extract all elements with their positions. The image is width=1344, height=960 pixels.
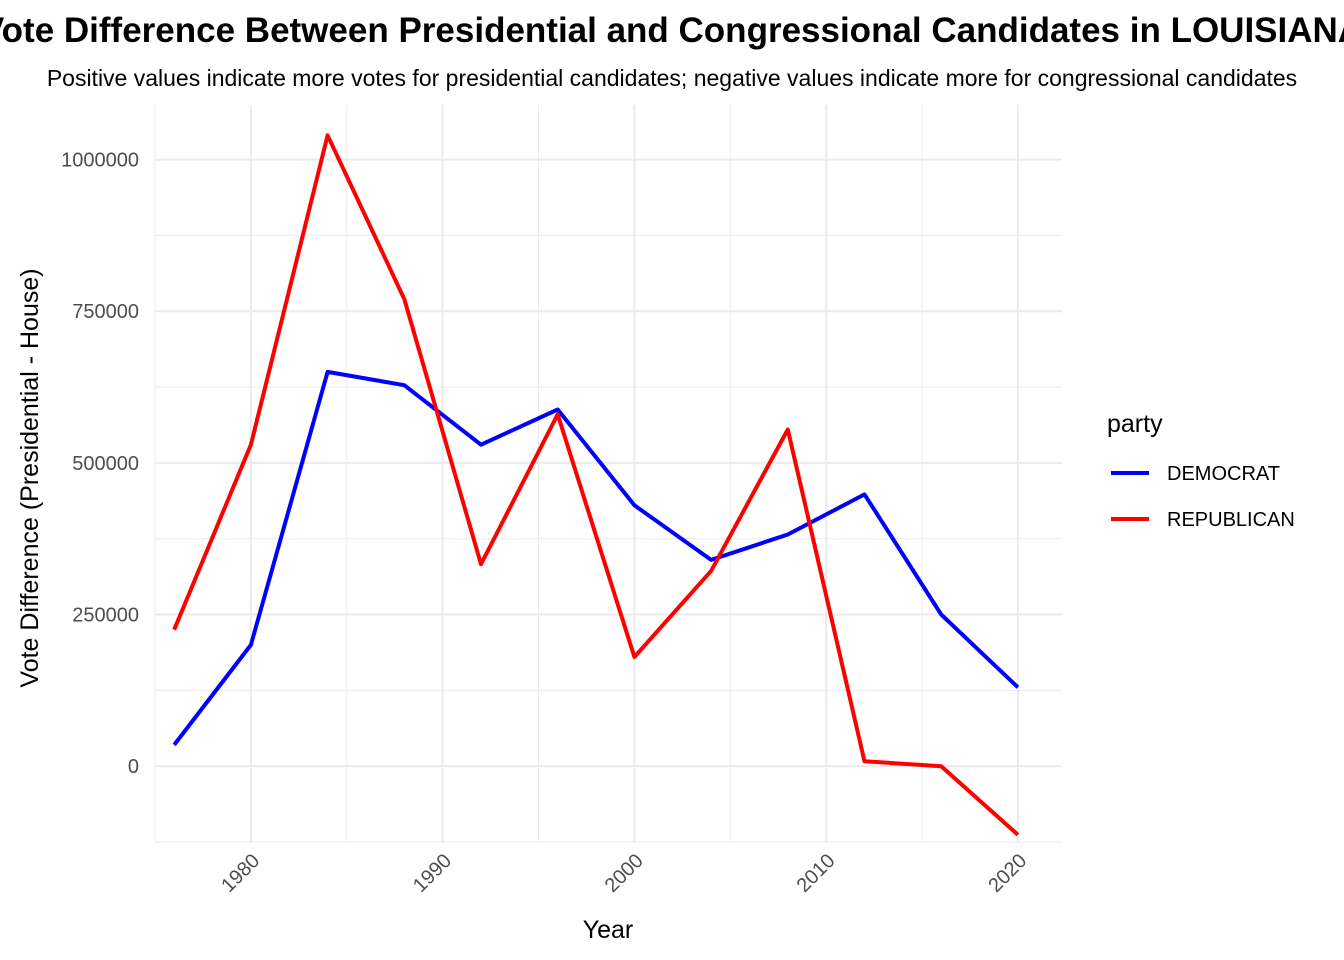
y-tick-label: 750000 bbox=[72, 301, 139, 323]
minor-gridlines bbox=[154, 105, 1062, 843]
chart-subtitle: Positive values indicate more votes for … bbox=[47, 65, 1297, 91]
x-tick-label: 2010 bbox=[793, 850, 840, 897]
legend-label-democrat: DEMOCRAT bbox=[1167, 463, 1280, 485]
x-tick-label: 1980 bbox=[217, 850, 264, 897]
legend-label-republican: REPUBLICAN bbox=[1167, 509, 1295, 531]
x-tick-label: 2020 bbox=[984, 850, 1031, 897]
y-axis-title: Vote Difference (Presidential - House) bbox=[16, 268, 44, 687]
series-line-republican bbox=[172, 133, 1020, 837]
series-lines bbox=[172, 133, 1020, 837]
y-axis-tick-labels: 0 250000 500000 750000 1000000 bbox=[61, 150, 139, 779]
legend: party DEMOCRAT REPUBLICAN bbox=[1107, 410, 1295, 531]
legend-title: party bbox=[1107, 410, 1163, 438]
y-tick-label: 0 bbox=[128, 756, 139, 778]
series-line-democrat bbox=[172, 369, 1020, 747]
y-tick-label: 500000 bbox=[72, 453, 139, 475]
x-tick-label: 2000 bbox=[601, 850, 648, 897]
x-axis-title: Year bbox=[583, 916, 634, 944]
chart-title: Vote Difference Between Presidential and… bbox=[0, 11, 1344, 50]
x-axis-tick-labels: 1980 1990 2000 2010 2020 bbox=[217, 850, 1031, 897]
y-tick-label: 250000 bbox=[72, 605, 139, 627]
y-tick-label: 1000000 bbox=[61, 150, 139, 172]
major-gridlines bbox=[155, 105, 1062, 842]
x-tick-label: 1990 bbox=[409, 850, 456, 897]
